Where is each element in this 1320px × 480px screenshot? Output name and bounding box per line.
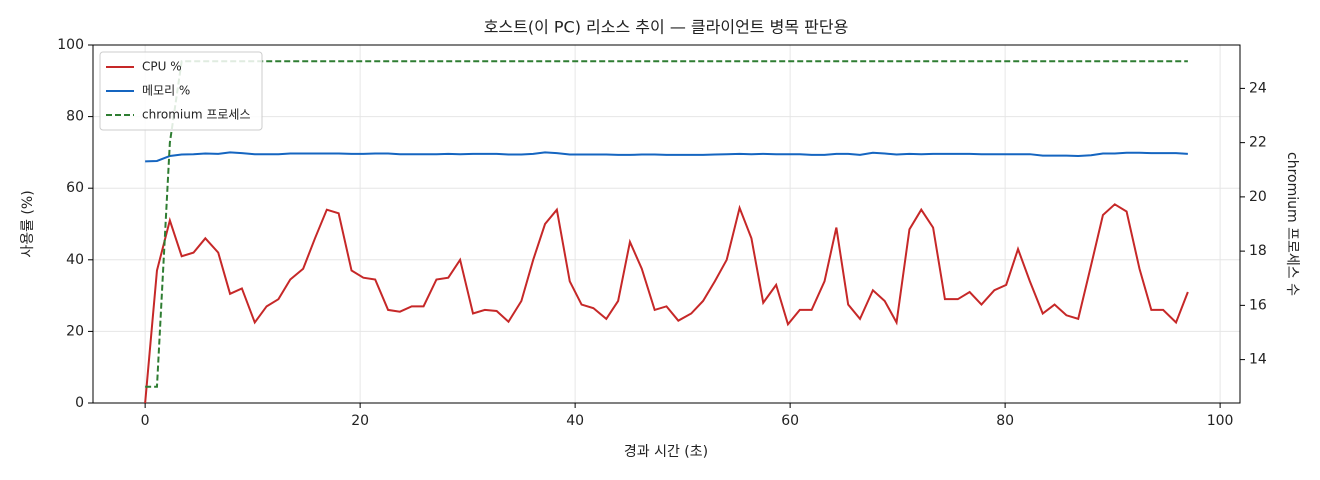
- x-tick-label: 100: [1207, 413, 1234, 429]
- x-tick-label: 80: [996, 413, 1014, 429]
- legend-label: 메모리 %: [142, 84, 190, 98]
- y2-tick-label: 14: [1249, 352, 1267, 368]
- x-tick-label: 20: [351, 413, 369, 429]
- x-tick-label: 40: [566, 413, 584, 429]
- y-tick-label: 20: [66, 323, 84, 339]
- series-line: [145, 60, 1188, 388]
- y-tick-label: 80: [66, 109, 84, 125]
- legend-label: CPU %: [142, 60, 182, 74]
- y2-tick-label: 20: [1249, 189, 1267, 205]
- y2-tick-label: 24: [1249, 80, 1267, 96]
- y2-tick-label: 18: [1249, 243, 1267, 259]
- legend-label: chromium 프로세스: [142, 108, 251, 122]
- y2-tick-label: 16: [1249, 297, 1267, 313]
- series-line: [144, 203, 1189, 404]
- x-tick-label: 0: [141, 413, 150, 429]
- y2-tick-label: 22: [1249, 135, 1267, 151]
- plot-frame: [92, 44, 1241, 404]
- y-tick-label: 0: [75, 395, 84, 411]
- legend-box: [99, 51, 263, 131]
- y-axis-label: 사용률 (%): [20, 190, 36, 257]
- y-tick-label: 60: [66, 180, 84, 196]
- x-axis-label: 경과 시간 (초): [624, 444, 708, 460]
- series-line: [145, 151, 1188, 163]
- chart-title: 호스트(이 PC) 리소스 추이 — 클라이언트 병목 판단용: [484, 18, 849, 37]
- x-tick-label: 60: [781, 413, 799, 429]
- y-tick-label: 100: [57, 37, 84, 53]
- y-tick-label: 40: [66, 252, 84, 268]
- y2-axis-label: chromium 프로세스 수: [1284, 152, 1300, 296]
